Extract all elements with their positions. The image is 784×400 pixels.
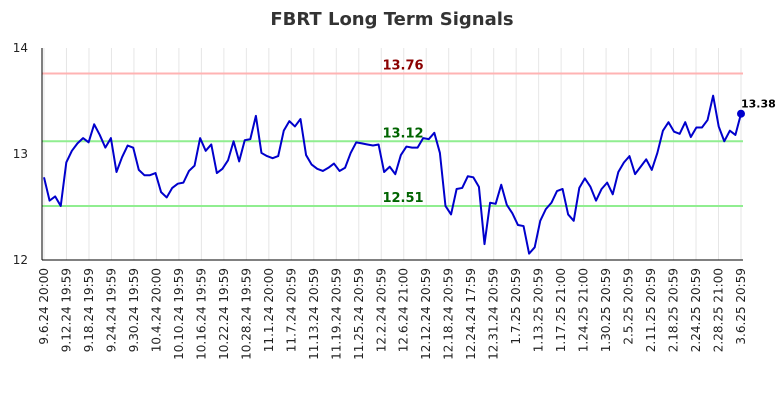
x-tick-label: 1.24.25 21:00 (577, 268, 591, 352)
chart-title: FBRT Long Term Signals (270, 9, 513, 30)
axes (41, 48, 743, 261)
last-value-marker (737, 109, 745, 118)
x-tick-labels: 9.6.24 20:00 9.12.24 19:59 9.18.24 19:59 9.… (37, 268, 748, 360)
x-tick-label: 2.24.25 20:59 (689, 268, 703, 352)
y-tick-label: 12 (13, 253, 28, 267)
series-layer: 13.38 (43, 94, 776, 255)
x-tick-label: 9.24.24 19:59 (104, 268, 118, 352)
x-tick-label: 10.28.24 19:59 (239, 268, 253, 360)
x-tick-label: 12.12.24 20:59 (419, 268, 433, 360)
x-tick-label: 1.30.25 20:59 (599, 268, 613, 352)
x-tick-label: 11.19.24 20:59 (329, 268, 343, 360)
x-tick-label: 12.2.24 20:59 (374, 268, 388, 352)
x-tick-label: 2.28.25 21:00 (712, 268, 726, 352)
x-tick-label: 9.30.24 19:59 (127, 268, 141, 352)
x-tick-label: 11.13.24 20:59 (307, 268, 321, 360)
reference-line-label: 13.76 (382, 58, 423, 73)
x-tick-label: 1.17.25 21:00 (554, 268, 568, 352)
x-tick-label: 10.10.24 19:59 (172, 268, 186, 360)
y-tick-label: 14 (13, 41, 28, 55)
price-line (43, 94, 742, 255)
x-tick-label: 11.25.24 20:59 (352, 268, 366, 360)
x-tick-label: 11.1.24 20:00 (262, 268, 276, 352)
x-tick-label: 1.13.25 20:59 (532, 268, 546, 352)
x-tick-label: 9.12.24 19:59 (59, 268, 73, 352)
x-tick-label: 3.6.25 20:59 (734, 268, 748, 345)
x-tick-label: 2.11.25 20:59 (644, 268, 658, 352)
reference-lines: 13.76 13.12 12.51 (42, 58, 743, 207)
x-tick-label: 12.31.24 20:59 (487, 268, 501, 360)
x-tick-label: 2.5.25 20:59 (622, 268, 636, 345)
x-tick-label: 12.18.24 20:59 (442, 268, 456, 360)
x-tick-label: 9.6.24 20:00 (37, 268, 51, 345)
x-tick-label: 12.24.24 17:59 (464, 268, 478, 360)
x-tick-label: 9.18.24 19:59 (82, 268, 96, 352)
last-value-label: 13.38 (741, 98, 776, 111)
x-tick-label: 12.6.24 21:00 (397, 268, 411, 352)
y-tick-labels: 12 13 14 (13, 41, 28, 267)
x-tick-label: 11.7.24 20:59 (284, 268, 298, 352)
y-tick-label: 13 (13, 147, 28, 161)
x-tick-label: 10.22.24 19:59 (217, 268, 231, 360)
x-tick-label: 2.18.25 20:59 (667, 268, 681, 352)
reference-line-label: 12.51 (382, 191, 423, 206)
x-tick-label: 10.4.24 20:00 (149, 268, 163, 352)
x-tick-label: 1.7.25 20:59 (509, 268, 523, 345)
reference-line-label: 13.12 (382, 126, 423, 141)
x-tick-label: 10.16.24 19:59 (194, 268, 208, 360)
grid (43, 48, 742, 260)
